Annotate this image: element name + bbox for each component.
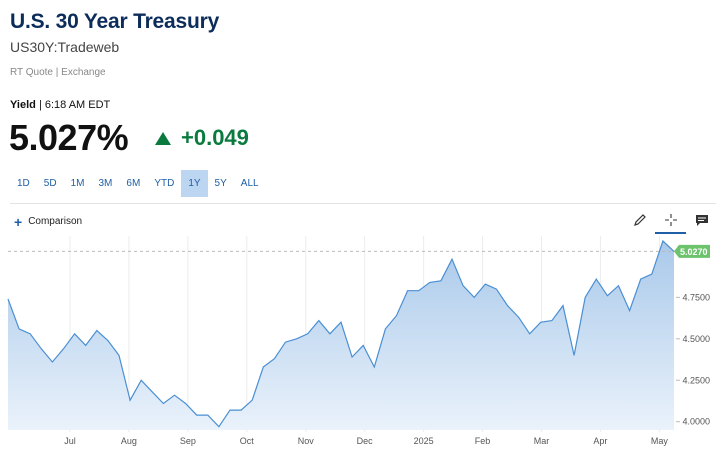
range-button-5y[interactable]: 5Y <box>214 178 227 189</box>
yield-area <box>8 241 674 430</box>
comparison-label: Comparison <box>28 216 83 227</box>
x-tick-label: May <box>651 436 669 446</box>
x-tick-label: 2025 <box>414 436 434 446</box>
yield-price: 5.027% <box>9 117 129 158</box>
x-tick-label: Apr <box>593 436 607 446</box>
range-button-1m[interactable]: 1M <box>70 178 85 189</box>
yield-label: Yield <box>10 99 36 111</box>
divider <box>10 203 716 204</box>
x-tick-label: Feb <box>475 436 491 446</box>
x-tick-label: Nov <box>298 436 315 446</box>
x-tick-label: Oct <box>240 436 255 446</box>
y-tick-label: 4.0000 <box>682 417 710 427</box>
range-button-5d[interactable]: 5D <box>43 178 57 189</box>
range-selector: 1D 5D 1M 3M 6M YTD 1Y 5Y ALL <box>10 170 266 197</box>
change-value: +0.049 <box>181 125 249 150</box>
crosshair-tool-button[interactable] <box>655 208 686 234</box>
crosshair-icon <box>664 214 677 226</box>
chart-toolbar <box>624 208 717 234</box>
yield-change: +0.049 <box>155 125 249 151</box>
range-button-1d[interactable]: 1D <box>17 178 30 189</box>
quote-meta: RT Quote | Exchange <box>10 67 106 78</box>
range-button-all[interactable]: ALL <box>240 178 259 189</box>
last-value-label: 5.0270 <box>680 247 708 257</box>
quote-time: | 6:18 AM EDT <box>38 99 111 111</box>
x-tick-label: Mar <box>534 436 550 446</box>
symbol-subtitle: US30Y:Tradeweb <box>10 39 120 55</box>
range-button-3m[interactable]: 3M <box>98 178 113 189</box>
yield-timestamp: Yield | 6:18 AM EDT <box>10 99 110 111</box>
page-title: U.S. 30 Year Treasury <box>10 10 220 33</box>
comparison-button[interactable]: + Comparison <box>14 213 83 230</box>
up-arrow-icon <box>155 131 171 145</box>
range-button-6m[interactable]: 6M <box>126 178 141 189</box>
yield-chart[interactable]: 4.0000 4.2500 4.5000 4.7500 Jul Aug Sep Oct Nov… <box>0 232 726 468</box>
x-tick-label: Sep <box>180 436 196 446</box>
x-tick-label: Jul <box>64 436 76 446</box>
x-tick-label: Dec <box>357 436 374 446</box>
last-value-badge: 5.0270 <box>674 244 710 258</box>
x-tick-label: Aug <box>121 436 137 446</box>
draw-tool-button[interactable] <box>624 208 655 232</box>
pencil-icon <box>633 214 646 226</box>
chart-svg: 4.0000 4.2500 4.5000 4.7500 Jul Aug Sep Oct Nov… <box>7 236 710 446</box>
range-button-ytd[interactable]: YTD <box>154 178 175 189</box>
y-tick-label: 4.5000 <box>682 334 710 344</box>
yield-line <box>7 239 675 428</box>
y-tick-label: 4.2500 <box>682 375 710 385</box>
y-tick-label: 4.7500 <box>682 292 710 302</box>
range-button-1y[interactable]: 1Y <box>181 170 208 197</box>
comment-icon <box>695 215 708 226</box>
annotation-tool-button[interactable] <box>686 208 717 232</box>
plus-icon: + <box>14 213 23 230</box>
